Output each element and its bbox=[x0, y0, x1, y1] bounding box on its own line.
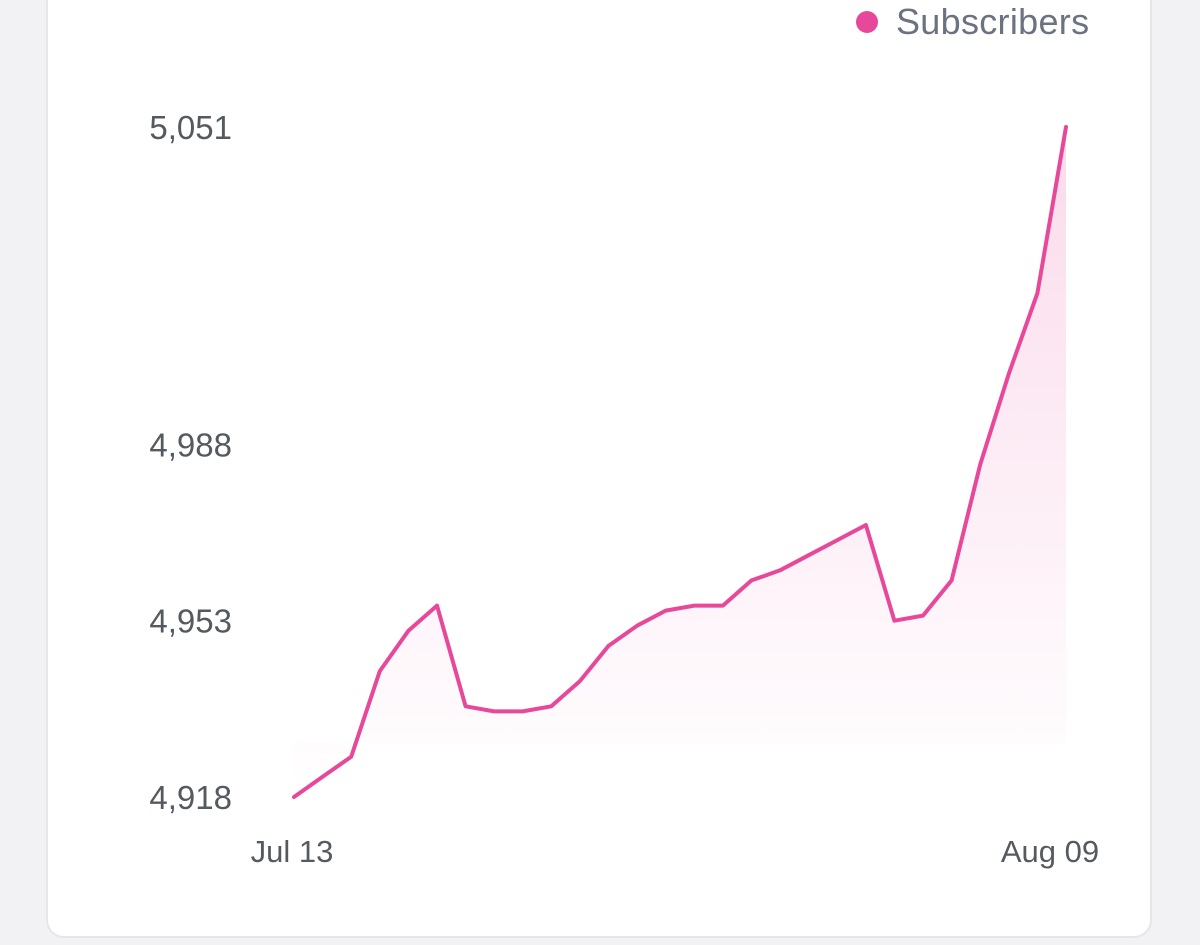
data-point bbox=[892, 619, 896, 623]
x-tick-label-end: Aug 09 bbox=[1001, 834, 1099, 869]
y-tick-label: 4,953 bbox=[149, 603, 232, 640]
chart-legend[interactable]: Subscribers bbox=[856, 0, 1089, 44]
data-point bbox=[692, 604, 696, 608]
chart-card: Subscribers 5,051 4,988 4,953 4,918 Jul … bbox=[46, 0, 1152, 938]
y-tick-label: 4,988 bbox=[149, 426, 232, 463]
data-point bbox=[635, 624, 639, 628]
legend-marker-subscribers bbox=[856, 11, 878, 33]
x-tick-label-start: Jul 13 bbox=[251, 834, 334, 869]
subscribers-area bbox=[294, 127, 1066, 797]
data-point bbox=[607, 644, 611, 648]
data-point bbox=[435, 604, 439, 608]
data-point bbox=[321, 775, 325, 779]
data-point bbox=[521, 709, 525, 713]
data-point bbox=[349, 755, 353, 759]
data-point bbox=[750, 578, 754, 582]
data-point bbox=[378, 669, 382, 673]
data-point bbox=[464, 704, 468, 708]
y-tick-label: 5,051 bbox=[149, 109, 232, 146]
data-point bbox=[492, 709, 496, 713]
subscribers-line bbox=[292, 125, 1068, 799]
legend-label-subscribers: Subscribers bbox=[896, 1, 1090, 42]
data-point bbox=[864, 523, 868, 527]
x-axis-ticks: Jul 13 Aug 09 bbox=[251, 834, 1100, 869]
data-point bbox=[721, 604, 725, 608]
data-point bbox=[664, 609, 668, 613]
data-point bbox=[292, 795, 296, 799]
data-point bbox=[807, 553, 811, 557]
y-axis-ticks: 5,051 4,988 4,953 4,918 bbox=[149, 109, 232, 816]
data-point bbox=[549, 704, 553, 708]
data-point bbox=[921, 614, 925, 618]
y-tick-label: 4,918 bbox=[149, 779, 232, 816]
data-point bbox=[1007, 372, 1011, 376]
data-point bbox=[950, 578, 954, 582]
data-point bbox=[406, 629, 410, 633]
data-point bbox=[1035, 291, 1039, 295]
data-point bbox=[835, 538, 839, 542]
data-point bbox=[978, 463, 982, 467]
data-point bbox=[1064, 125, 1068, 129]
data-point bbox=[778, 568, 782, 572]
subscribers-line-chart: 5,051 4,988 4,953 4,918 Jul 13 Aug 09 bbox=[149, 109, 1100, 869]
data-point bbox=[578, 679, 582, 683]
